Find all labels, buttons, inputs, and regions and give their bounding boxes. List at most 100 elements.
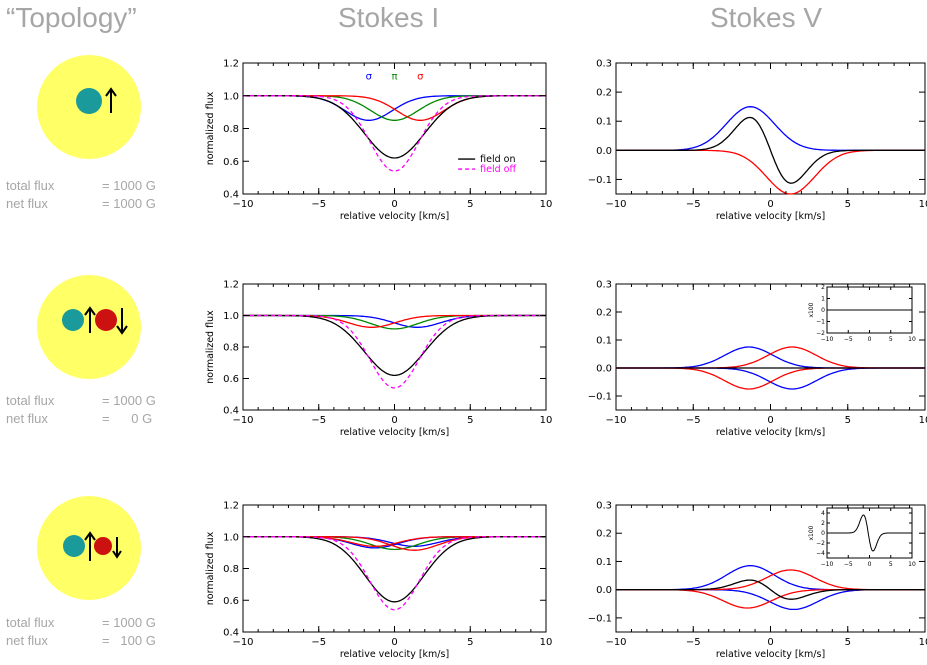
y-tick-label: 0.3: [596, 59, 612, 70]
total-flux-label: total flux: [6, 393, 55, 408]
y-tick-label: 1: [821, 296, 825, 303]
plot-frame: [242, 504, 547, 633]
y-tick-label: 0.8: [223, 343, 239, 354]
net-flux-label: net flux: [6, 633, 48, 648]
x-tick-label: 0: [391, 637, 397, 648]
x-tick-label: −5: [311, 415, 326, 426]
y-axis-label: x100: [808, 525, 815, 540]
x-tick-label: −5: [844, 336, 853, 343]
x-tick-label: −10: [605, 637, 626, 648]
x-tick-label: 5: [467, 637, 473, 648]
annotation-label: σ: [417, 71, 424, 82]
x-tick-label: −10: [232, 199, 253, 210]
net-flux-value: = 100 G: [102, 633, 156, 648]
legend-label: field off: [480, 164, 516, 175]
y-tick-label: 0.4: [223, 628, 239, 639]
y-tick-label: 0.4: [223, 406, 239, 417]
y-tick-label: −1: [816, 319, 825, 326]
x-tick-label: 0: [868, 561, 872, 568]
y-tick-label: 0.8: [223, 564, 239, 575]
red-spot: [95, 309, 117, 331]
y-tick-label: 0.1: [596, 117, 612, 128]
x-tick-label: 0: [868, 336, 872, 343]
stokes-i-header: Stokes I: [338, 2, 440, 33]
stokes-v-header: Stokes V: [710, 2, 823, 33]
y-tick-label: −0.1: [588, 175, 612, 186]
x-tick-label: 10: [540, 415, 553, 426]
total-flux-label: total flux: [6, 615, 55, 630]
y-tick-label: 0.0: [596, 364, 612, 375]
red-spot: [94, 537, 112, 555]
total-flux-value: = 1000 G: [102, 393, 156, 408]
x-tick-label: −5: [311, 199, 326, 210]
y-tick-label: 0.4: [223, 190, 239, 201]
x-tick-label: −5: [844, 561, 853, 568]
plot-frame: [615, 62, 926, 195]
chart-stokes-v-row1: −10 −5 0 5 10 −0.1 0.0 0.1 0.2 0.3 relative veloci…: [588, 59, 927, 223]
chart-stokes-i-row2: −10 −5 0 5 10 0.4 0.6 0.8 1.0 1.2 relative velocit…: [205, 280, 552, 439]
series-line: [243, 536, 546, 611]
x-tick-label: −10: [605, 415, 626, 426]
x-tick-label: −10: [232, 637, 253, 648]
x-tick-label: 5: [845, 199, 851, 210]
topology-header: “Topology”: [6, 2, 137, 33]
x-tick-label: −5: [686, 199, 701, 210]
x-tick-label: 10: [919, 637, 927, 648]
arrow-down-icon: [112, 537, 122, 559]
y-tick-label: 2: [821, 520, 825, 527]
total-flux-value: = 1000 G: [102, 615, 156, 630]
x-tick-label: 10: [908, 336, 916, 343]
arrow-up-icon: [84, 306, 96, 333]
y-axis-label: normalized flux: [205, 531, 216, 605]
x-tick-label: −5: [311, 637, 326, 648]
x-tick-label: −10: [232, 415, 253, 426]
teal-spot: [63, 535, 85, 557]
chart-stokes-v-row3: −10 −5 0 5 10 −0.1 0.0 0.1 0.2 0.3 relative veloci…: [588, 501, 927, 661]
topology-row1: [37, 55, 141, 159]
topology-row2: [37, 275, 141, 379]
y-tick-label: 0.1: [596, 557, 612, 568]
x-tick-label: −5: [686, 637, 701, 648]
y-axis-label: normalized flux: [205, 310, 216, 384]
y-axis-label: x100: [808, 302, 815, 317]
teal-spot: [62, 309, 84, 331]
y-tick-label: 0.2: [596, 88, 612, 99]
x-tick-label: −5: [686, 415, 701, 426]
x-tick-label: 5: [467, 199, 473, 210]
y-tick-label: −0.1: [588, 613, 612, 624]
y-tick-label: 0.2: [596, 529, 612, 540]
y-tick-label: 0.0: [596, 146, 612, 157]
x-tick-label: −10: [605, 199, 626, 210]
x-tick-label: 0: [391, 415, 397, 426]
annotation-label: σ: [366, 71, 373, 82]
y-tick-label: 1.2: [223, 59, 239, 70]
x-tick-label: 10: [540, 637, 553, 648]
y-tick-label: 0.3: [596, 280, 612, 291]
net-flux-value: = 0 G: [102, 411, 153, 426]
net-flux-label: net flux: [6, 411, 48, 426]
x-tick-label: 5: [467, 415, 473, 426]
y-tick-label: 0.6: [223, 157, 239, 168]
x-tick-label: 10: [919, 199, 927, 210]
x-tick-label: −10: [821, 561, 834, 568]
y-tick-label: 1.0: [223, 91, 239, 102]
x-axis-label: relative velocity [km/s]: [716, 211, 825, 222]
chart-stokes-i-row3: −10 −5 0 5 10 0.4 0.6 0.8 1.0 1.2 relative velocit…: [205, 501, 552, 661]
total-flux-value: = 1000 G: [102, 178, 156, 193]
series-line: [243, 314, 546, 389]
x-axis-label: relative velocity [km/s]: [340, 427, 449, 438]
inset-stokes-v-row3: −10 −5 0 5 10 −4 −2 0 2 4 x100: [808, 507, 916, 568]
x-axis-label: relative velocity [km/s]: [340, 649, 449, 660]
total-flux-label: total flux: [6, 178, 55, 193]
x-axis-label: relative velocity [km/s]: [716, 649, 825, 660]
y-tick-label: 0: [821, 530, 825, 537]
y-tick-label: −0.1: [588, 392, 612, 403]
series-line: [616, 579, 925, 600]
arrow-down-icon: [116, 308, 128, 335]
net-flux-label: net flux: [6, 196, 48, 211]
y-axis-label: normalized flux: [205, 91, 216, 165]
x-tick-label: 0: [391, 199, 397, 210]
y-tick-label: −4: [816, 550, 825, 557]
y-tick-label: 0.8: [223, 124, 239, 135]
